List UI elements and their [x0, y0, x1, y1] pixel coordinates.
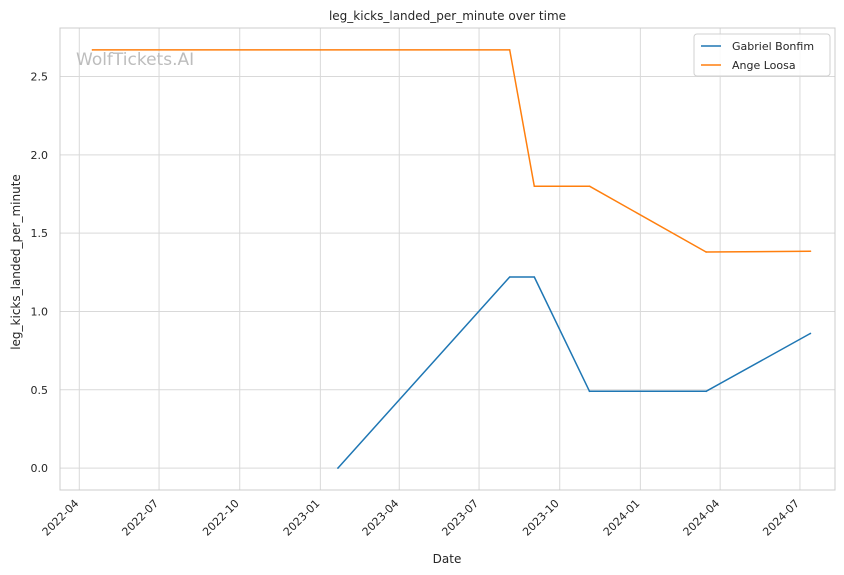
data-point-ange-loosa: [533, 185, 536, 187]
y-tick-label: 0.5: [31, 384, 49, 397]
y-tick-label: 1.5: [31, 227, 49, 240]
legend-label-gabriel-bonfim: Gabriel Bonfim: [732, 40, 814, 53]
y-tick-label: 1.0: [31, 305, 49, 318]
series-lines: [91, 49, 812, 469]
data-point-ange-loosa: [588, 185, 591, 187]
y-tick-label: 2.0: [31, 149, 49, 162]
legend-label-ange-loosa: Ange Loosa: [732, 59, 796, 72]
chart-title: leg_kicks_landed_per_minute over time: [329, 9, 566, 23]
data-point-gabriel-bonfim: [809, 332, 812, 335]
watermark: WolfTickets.AI: [76, 50, 194, 70]
data-point-gabriel-bonfim: [533, 276, 536, 278]
legend: Gabriel Bonfim Ange Loosa: [693, 33, 831, 77]
grid-lines: [60, 28, 835, 490]
data-point-ange-loosa: [91, 49, 94, 51]
x-axis-title: Date: [433, 552, 462, 566]
y-tick-label: 2.5: [31, 71, 49, 84]
data-point-gabriel-bonfim: [337, 467, 339, 469]
series-line-ange-loosa: [92, 49, 811, 253]
data-point-ange-loosa: [809, 250, 812, 252]
data-point-ange-loosa: [508, 49, 511, 51]
data-point-gabriel-bonfim: [705, 390, 707, 393]
y-axis-title: leg_kicks_landed_per_minute: [9, 174, 23, 350]
y-tick-label: 0.0: [31, 462, 49, 475]
y-axis-ticks: 0.0 0.5 1.0 1.5 2.0 2.5: [31, 71, 49, 476]
series-line-gabriel-bonfim: [337, 276, 811, 469]
plot-area-frame: [59, 27, 836, 491]
data-point-ange-loosa: [705, 251, 707, 253]
data-point-gabriel-bonfim: [588, 390, 591, 393]
data-point-gabriel-bonfim: [508, 276, 511, 278]
legend-box: [693, 33, 831, 77]
